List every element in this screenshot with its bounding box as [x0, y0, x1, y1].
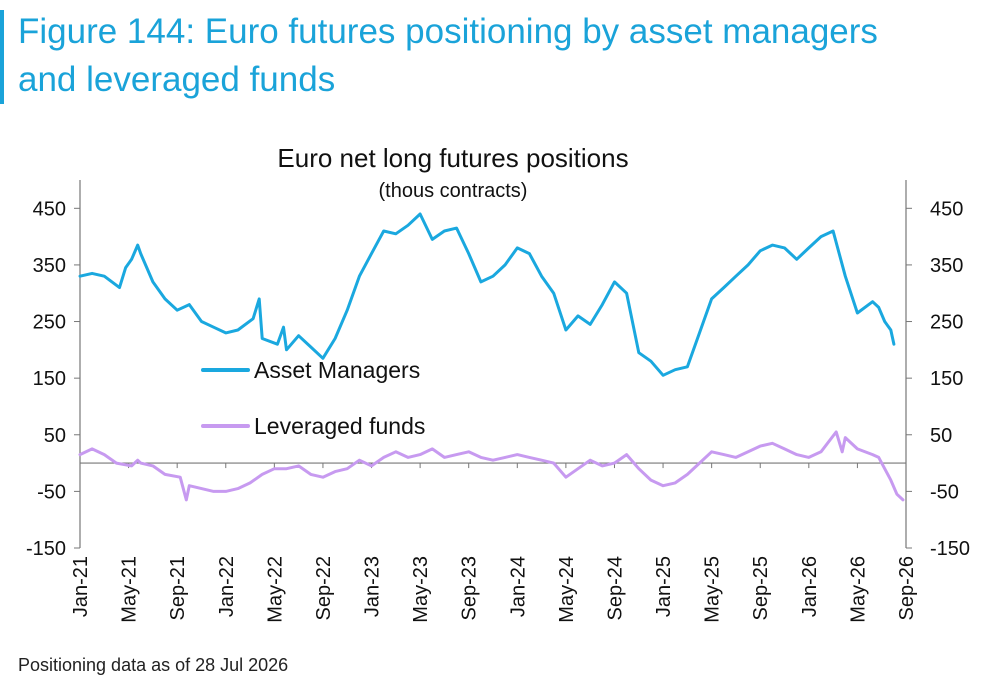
y-tick-label-right: 450 — [930, 198, 963, 220]
series-line-leveraged-funds — [78, 430, 905, 502]
x-tick-label: Jan-26 — [799, 556, 821, 617]
x-tick-label: Jan-23 — [362, 556, 384, 617]
y-tick-label-left: -50 — [37, 481, 66, 503]
figure-title: Figure 144: Euro futures positioning by … — [18, 8, 978, 104]
x-tick-label: Jan-22 — [216, 556, 238, 617]
y-tick-label-right: 50 — [930, 425, 952, 447]
y-tick-label-right: 250 — [930, 312, 963, 334]
legend-label-asset-managers: Asset Managers — [254, 357, 420, 383]
chart-legend: Asset Managers Leveraged funds — [201, 357, 425, 439]
y-tick-label-left: 250 — [33, 312, 66, 334]
y-tick-label-right: -150 — [930, 538, 970, 560]
x-tick-label: May-24 — [556, 556, 578, 623]
x-tick-label: Sep-24 — [604, 556, 626, 621]
chart-subtitle: (thous contracts) — [379, 180, 528, 202]
chart-title: Euro net long futures positions — [277, 143, 628, 173]
figure-title-line-1: Figure 144: Euro futures positioning by … — [18, 12, 878, 51]
chart-series — [78, 212, 905, 502]
x-tick-label: Sep-25 — [750, 556, 772, 621]
x-tick-label: Sep-23 — [459, 556, 481, 621]
x-tick-label: Jan-21 — [70, 556, 92, 617]
x-tick-label: May-21 — [119, 556, 141, 623]
x-tick-label: Sep-21 — [167, 556, 189, 621]
footnote: Positioning data as of 28 Jul 2026 — [18, 655, 289, 675]
x-tick-label: Jan-24 — [507, 556, 529, 617]
y-tick-label-left: 50 — [44, 425, 66, 447]
y-tick-label-left: 450 — [33, 198, 66, 220]
y-tick-label-left: 350 — [33, 255, 66, 277]
y-tick-label-right: 350 — [930, 255, 963, 277]
x-tick-label: May-25 — [702, 556, 724, 623]
x-tick-label: May-23 — [410, 556, 432, 623]
y-tick-label-right: -50 — [930, 481, 959, 503]
x-tick-label: May-22 — [264, 556, 286, 623]
x-tick-label: Jan-25 — [653, 556, 675, 617]
x-tick-label: May-26 — [847, 556, 869, 623]
x-tick-label: Sep-22 — [313, 556, 335, 621]
figure-title-line-2: and leveraged funds — [18, 60, 336, 99]
chart-axes: 450 450 350 350 250 250 150 150 50 50 -50 -50 -150 -1… — [26, 180, 970, 623]
legend-label-leveraged-funds: Leveraged funds — [254, 413, 425, 439]
series-line-asset-managers — [78, 212, 896, 377]
x-tick-label: Sep-26 — [896, 556, 918, 621]
y-tick-label-left: 150 — [33, 368, 66, 390]
title-accent-bar — [0, 10, 4, 104]
y-tick-label-left: -150 — [26, 538, 66, 560]
y-tick-label-right: 150 — [930, 368, 963, 390]
